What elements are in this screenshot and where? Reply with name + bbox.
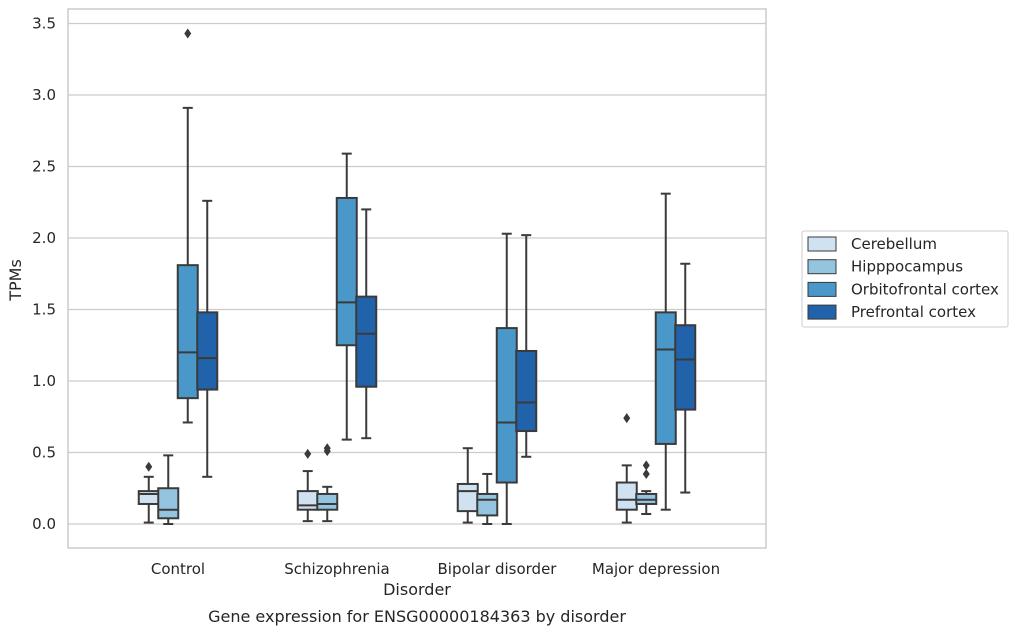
box-iqr [476, 492, 499, 517]
y-tick-label: 1.5 [32, 301, 56, 319]
chart-caption: Gene expression for ENSG00000184363 by d… [208, 607, 626, 626]
box-iqr [674, 324, 697, 411]
box-hipppocampus [635, 460, 658, 515]
legend-swatch [807, 281, 837, 297]
box-cerebellum [137, 461, 160, 524]
y-tick-labels: 0.0 0.5 1.0 1.5 2.0 2.5 3.0 3.5 [32, 15, 56, 534]
box-iqr [176, 264, 199, 400]
legend: Cerebellum Hipppocampus Orbitofrontal cort… [801, 230, 1009, 328]
outlier-point [642, 460, 650, 471]
box-iqr [615, 481, 638, 511]
outlier-point [145, 461, 153, 472]
outlier-point [623, 413, 631, 424]
outlier-point [304, 448, 312, 459]
legend-label: Prefrontal cortex [851, 303, 976, 321]
outlier-point [184, 28, 192, 39]
box-iqr [196, 311, 219, 391]
box-orbitofrontal-cortex [495, 232, 518, 525]
y-tick-label: 1.0 [32, 372, 56, 390]
box-cerebellum [456, 447, 479, 524]
legend-swatch [807, 236, 837, 252]
box-prefrontal-cortex [355, 208, 378, 440]
outlier-point [323, 443, 331, 454]
box-iqr [456, 482, 479, 513]
box-orbitofrontal-cortex [335, 152, 358, 441]
box-cerebellum [296, 448, 319, 523]
y-axis-label: TPMs [6, 259, 25, 302]
x-axis-label: Disorder [383, 580, 451, 599]
box-iqr [654, 311, 677, 445]
y-tick-label: 0.5 [32, 444, 56, 462]
box-hipppocampus [476, 472, 499, 525]
box-iqr [355, 295, 378, 388]
y-tick-label: 2.5 [32, 158, 56, 176]
box-iqr [316, 492, 339, 511]
x-tick-label: Major depression [592, 560, 720, 578]
y-tick-label: 2.0 [32, 229, 56, 247]
box-orbitofrontal-cortex [176, 28, 199, 424]
box-cerebellum [615, 413, 638, 524]
box-prefrontal-cortex [515, 234, 538, 458]
legend-label: Orbitofrontal cortex [851, 280, 999, 298]
legend-frame [801, 230, 1009, 328]
y-tick-label: 3.0 [32, 86, 56, 104]
legend-label: Cerebellum [851, 235, 937, 253]
box-iqr [335, 196, 358, 347]
x-tick-label: Control [151, 560, 205, 578]
y-tick-label: 0.0 [32, 515, 56, 533]
x-tick-label: Schizophrenia [284, 560, 389, 578]
box-groups [137, 28, 697, 525]
box-orbitofrontal-cortex [654, 192, 677, 511]
plot-area-frame [67, 8, 767, 549]
outlier-point [642, 468, 650, 479]
box-iqr [515, 349, 538, 433]
x-tick-labels: Control Schizophrenia Bipolar disorder Majo… [151, 560, 720, 578]
y-tick-label: 3.5 [32, 15, 56, 33]
legend-label: Hipppocampus [851, 258, 963, 276]
gridlines [68, 22, 766, 525]
box-hipppocampus [316, 443, 339, 523]
box-hipppocampus [157, 454, 180, 525]
box-prefrontal-cortex [196, 199, 219, 478]
box-iqr [157, 487, 180, 520]
box-prefrontal-cortex [674, 262, 697, 494]
box-iqr [296, 490, 319, 511]
box-iqr [495, 327, 518, 484]
legend-swatch [807, 304, 837, 320]
x-tick-label: Bipolar disorder [438, 560, 558, 578]
legend-swatch [807, 259, 837, 275]
